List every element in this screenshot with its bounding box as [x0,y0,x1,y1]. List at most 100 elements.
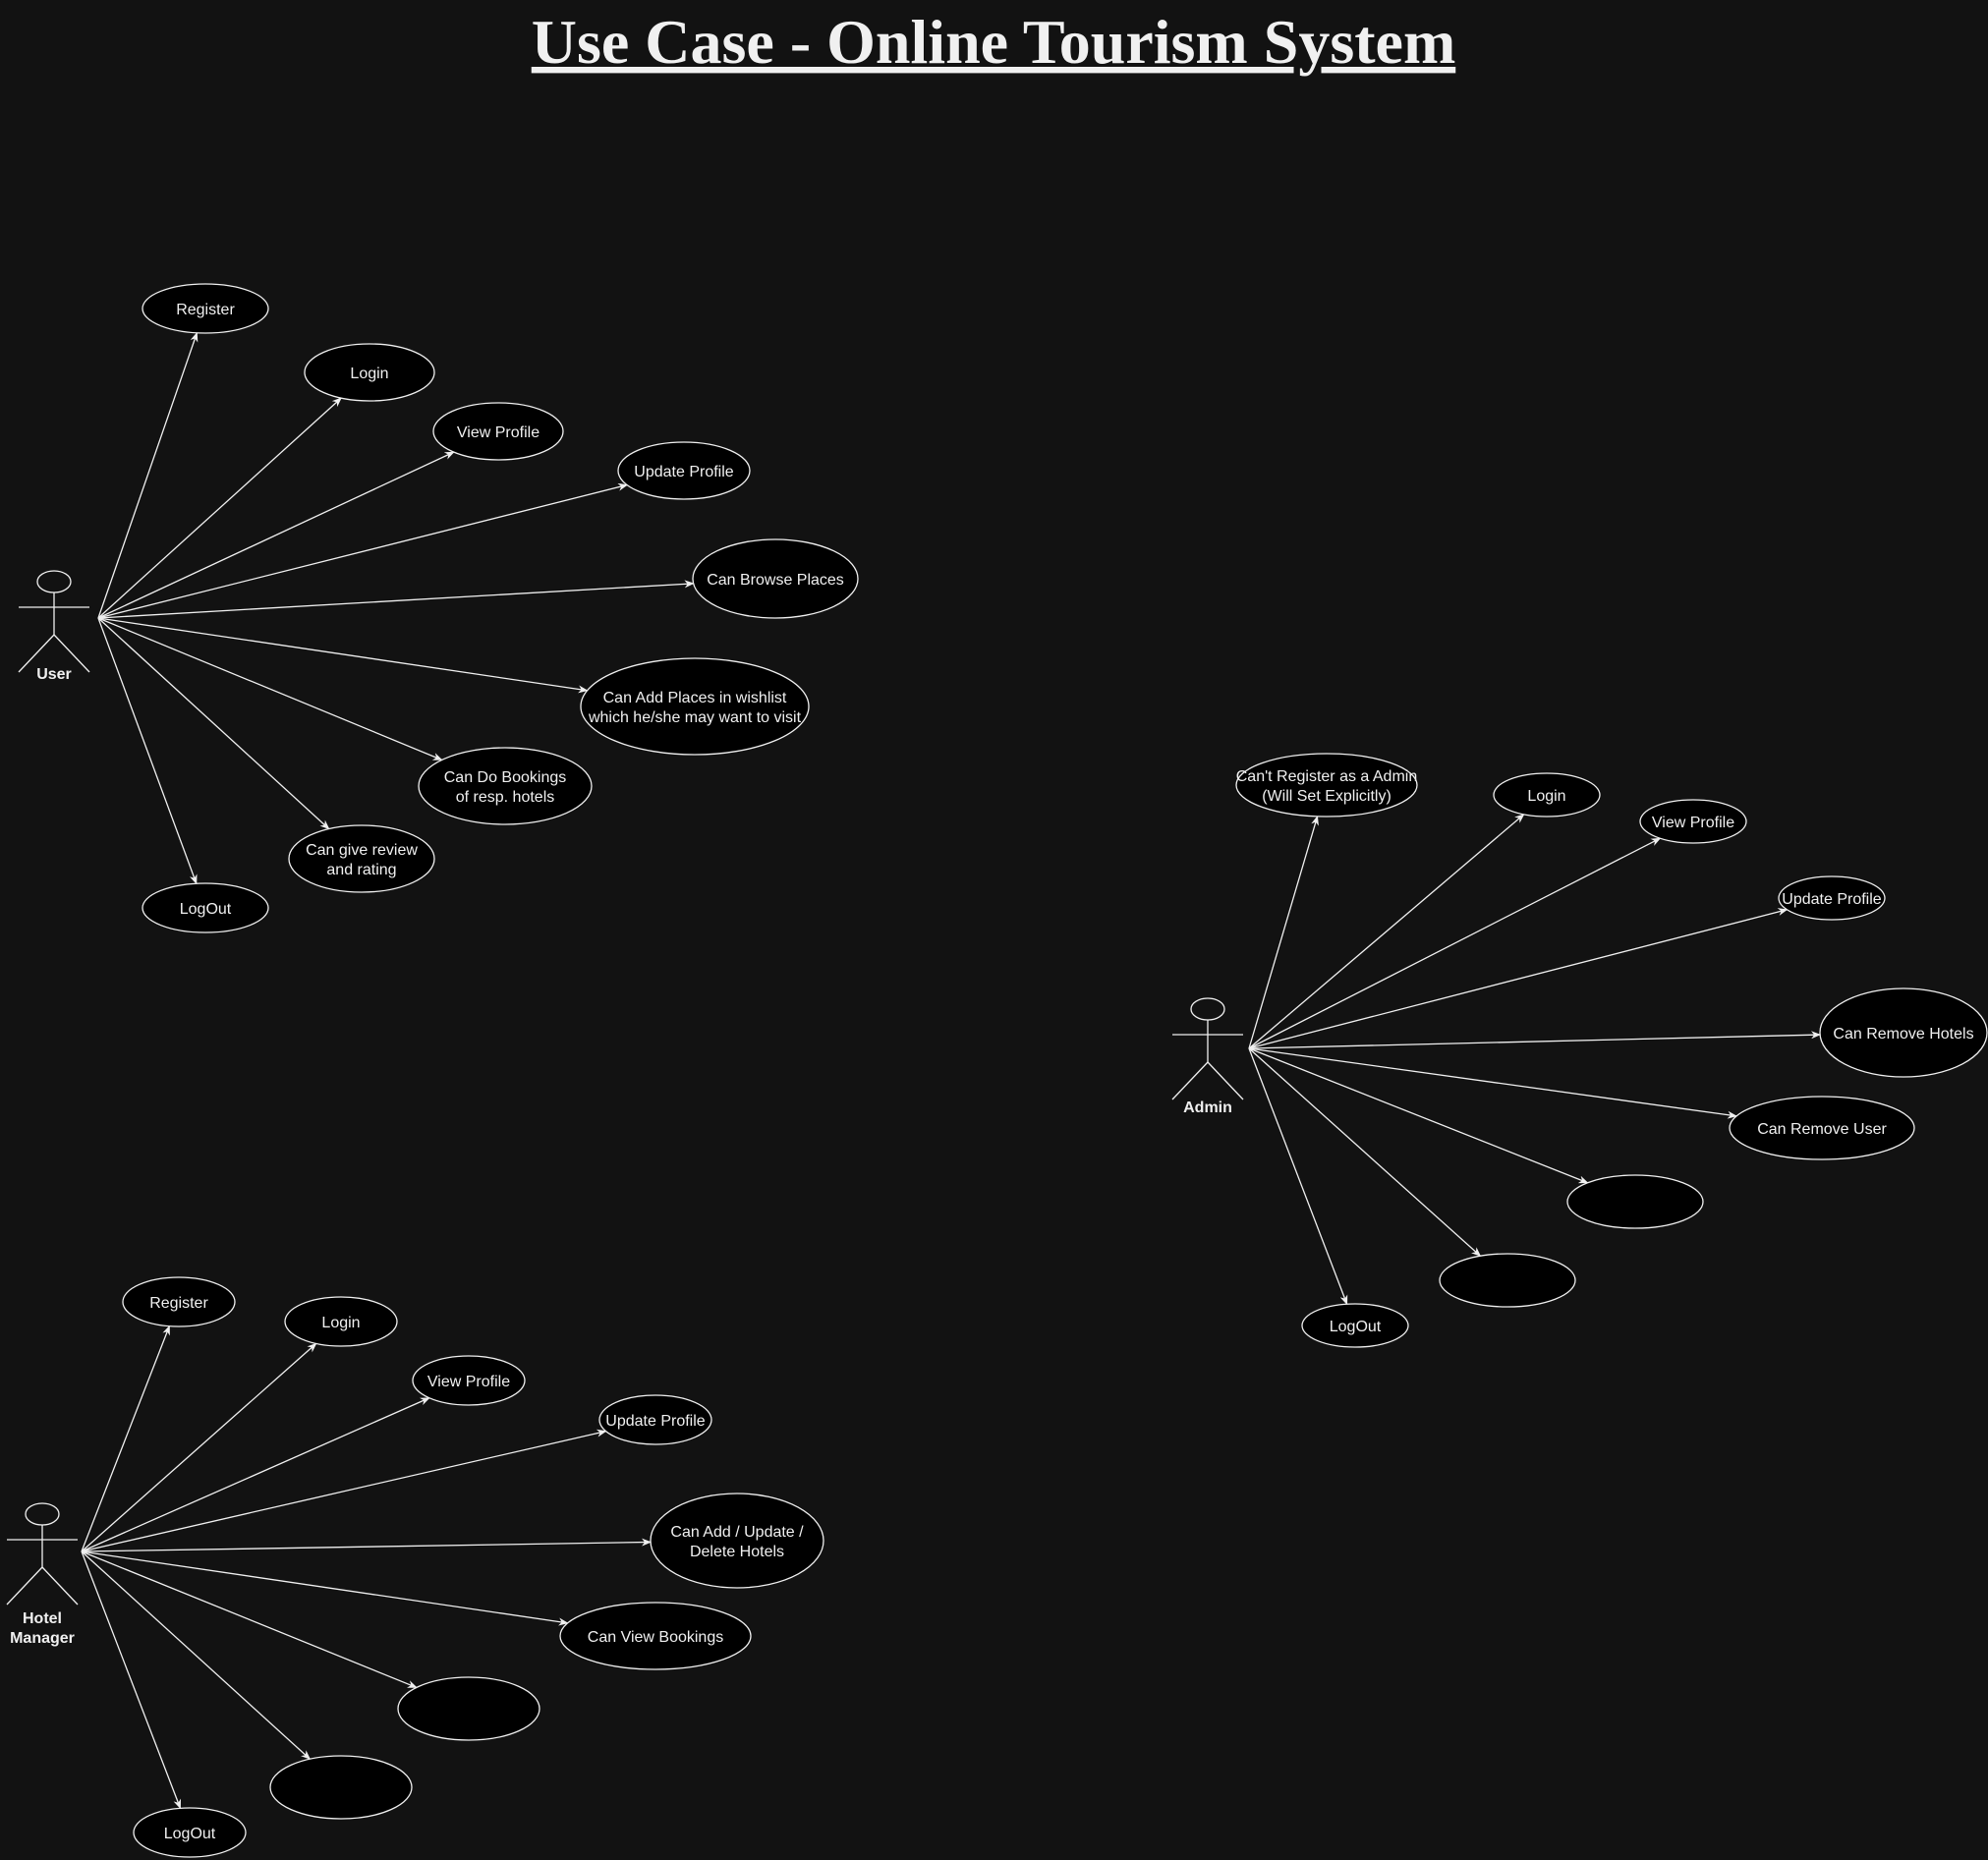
admin-association-logout [1248,1047,1348,1306]
admin-actor[interactable]: Admin [1171,997,1244,1116]
admin-usecase-logout[interactable]: LogOut [1301,1303,1409,1348]
hotel-manager-usecase-register[interactable]: Register [122,1276,236,1327]
usecase-ellipse[interactable] [1235,753,1418,817]
usecase-ellipse[interactable] [142,882,269,933]
usecase-ellipse[interactable] [1439,1253,1576,1308]
usecase-label: Can Add Places in wishlist [603,690,787,706]
admin-usecase-update-profile[interactable]: Update Profile [1778,875,1886,921]
usecase-ellipse[interactable] [617,441,751,500]
usecase-label: Login [350,366,388,382]
usecase-label: Delete Hotels [690,1544,784,1560]
user-association-logout [97,617,198,885]
actor-left-leg [6,1566,43,1606]
user-usecase-login[interactable]: Login [304,343,435,402]
actor-right-leg [53,634,90,673]
usecase-label: Can give review [306,842,418,859]
user-usecase-logout[interactable]: LogOut [142,882,269,933]
usecase-ellipse[interactable] [1819,987,1988,1078]
hotel-manager-usecase-login[interactable]: Login [284,1296,398,1347]
usecase-ellipse[interactable] [692,538,859,619]
usecase-ellipse[interactable] [284,1296,398,1347]
user-association-can-do-bookings-of-resp-hotels [97,617,443,761]
hotel-manager-usecase-view-profile[interactable]: View Profile [412,1355,526,1406]
usecase-label: Can Add / Update / [670,1524,804,1541]
usecase-ellipse[interactable] [418,747,593,825]
usecase-label: Update Profile [634,464,733,480]
admin-usecase-blank-6[interactable] [1566,1174,1704,1229]
hotel-manager-usecase-can-view-bookings[interactable]: Can View Bookings [559,1602,752,1670]
usecase-ellipse[interactable] [1301,1303,1409,1348]
hotel-manager-association-logout [81,1550,182,1810]
usecase-label: Register [149,1295,208,1312]
usecase-ellipse[interactable] [133,1807,247,1858]
user-usecase-update-profile[interactable]: Update Profile [617,441,751,500]
hotel-manager-usecase-can-add-update-delete-hotels[interactable]: Can Add / Update / Delete Hotels [650,1493,824,1589]
usecase-label: View Profile [427,1374,510,1390]
usecase-ellipse[interactable] [122,1276,236,1327]
actor-right-leg [1207,1061,1244,1100]
user-association-view-profile [97,451,455,619]
usecase-ellipse[interactable] [580,657,810,756]
user-association-login [97,397,342,619]
hotel-manager-association-view-profile [81,1397,430,1552]
usecase-label: View Profile [457,424,540,441]
usecase-ellipse[interactable] [598,1394,712,1445]
usecase-ellipse[interactable] [1639,799,1747,844]
admin-association-can-remove-user [1248,1047,1737,1119]
user-association-can-add-places-in-wishlist-which-he-she-may-want-to-visit [97,617,589,694]
admin-usecase-view-profile[interactable]: View Profile [1639,799,1747,844]
usecase-label: which he/she may want to visit [588,709,802,726]
usecase-ellipse[interactable] [397,1676,540,1741]
admin-usecase-can-remove-user[interactable]: Can Remove User [1729,1096,1915,1160]
usecase-ellipse[interactable] [269,1755,413,1820]
user-actor[interactable]: User [18,570,90,683]
usecase-label: Can Do Bookings [444,769,567,786]
actor-left-leg [18,634,55,673]
usecase-ellipse[interactable] [1778,875,1886,921]
user-usecase-can-do-bookings-of-resp-hotels[interactable]: Can Do Bookings of resp. hotels [418,747,593,825]
user-association-can-give-review-and-rating [97,617,330,830]
admin-usecase-blank-7[interactable] [1439,1253,1576,1308]
usecase-label: Update Profile [605,1413,705,1430]
usecase-ellipse[interactable] [650,1493,824,1589]
hotel-manager-usecase-logout[interactable]: LogOut [133,1807,247,1858]
usecase-label: (Will Set Explicitly) [1262,788,1392,805]
hotel-manager-usecase-blank-6[interactable] [397,1676,540,1741]
admin-usecase-can-t-register-as-a-admin-will-set-explicitly[interactable]: Can't Register as a Admin (Will Set Expli… [1235,753,1418,817]
user-usecase-view-profile[interactable]: View Profile [432,402,564,461]
user-usecase-register[interactable]: Register [142,283,269,334]
usecase-label: Register [176,302,235,318]
actor-label: Admin [1183,1099,1232,1116]
usecase-ellipse[interactable] [1566,1174,1704,1229]
user-usecase-can-add-places-in-wishlist-which-he-she-may-want-to-visit[interactable]: Can Add Places in wishlist which he/she m… [580,657,810,756]
actor-head [1190,997,1225,1021]
hotel-manager-association-can-add-update-delete-hotels [81,1538,653,1552]
usecase-ellipse[interactable] [1493,772,1601,817]
actor-head [36,570,72,593]
actor-label: Hotel [23,1610,62,1627]
admin-usecase-can-remove-hotels[interactable]: Can Remove Hotels [1819,987,1988,1078]
hotel-manager-association-blank-6 [81,1550,418,1689]
admin-usecase-login[interactable]: Login [1493,772,1601,817]
hotel-manager-actor[interactable]: Hotel Manager [6,1502,79,1647]
hotel-manager-usecase-blank-7[interactable] [269,1755,413,1820]
user-usecase-can-browse-places[interactable]: Can Browse Places [692,538,859,619]
usecase-ellipse[interactable] [288,824,435,893]
usecase-label: and rating [326,862,396,878]
actor-left-leg [1171,1061,1209,1100]
usecase-ellipse[interactable] [142,283,269,334]
user-usecase-can-give-review-and-rating[interactable]: Can give review and rating [288,824,435,893]
usecase-label: LogOut [164,1826,216,1842]
usecase-label: Can View Bookings [588,1629,723,1646]
use-case-nodes: Register Login View Profile Update Profile C… [122,283,1988,1858]
usecase-ellipse[interactable] [559,1602,752,1670]
usecase-ellipse[interactable] [432,402,564,461]
usecase-ellipse[interactable] [304,343,435,402]
admin-association-update-profile [1248,908,1789,1049]
admin-association-login [1248,814,1525,1049]
hotel-manager-usecase-update-profile[interactable]: Update Profile [598,1394,712,1445]
hotel-manager-association-login [81,1342,317,1552]
usecase-ellipse[interactable] [1729,1096,1915,1160]
usecase-ellipse[interactable] [412,1355,526,1406]
